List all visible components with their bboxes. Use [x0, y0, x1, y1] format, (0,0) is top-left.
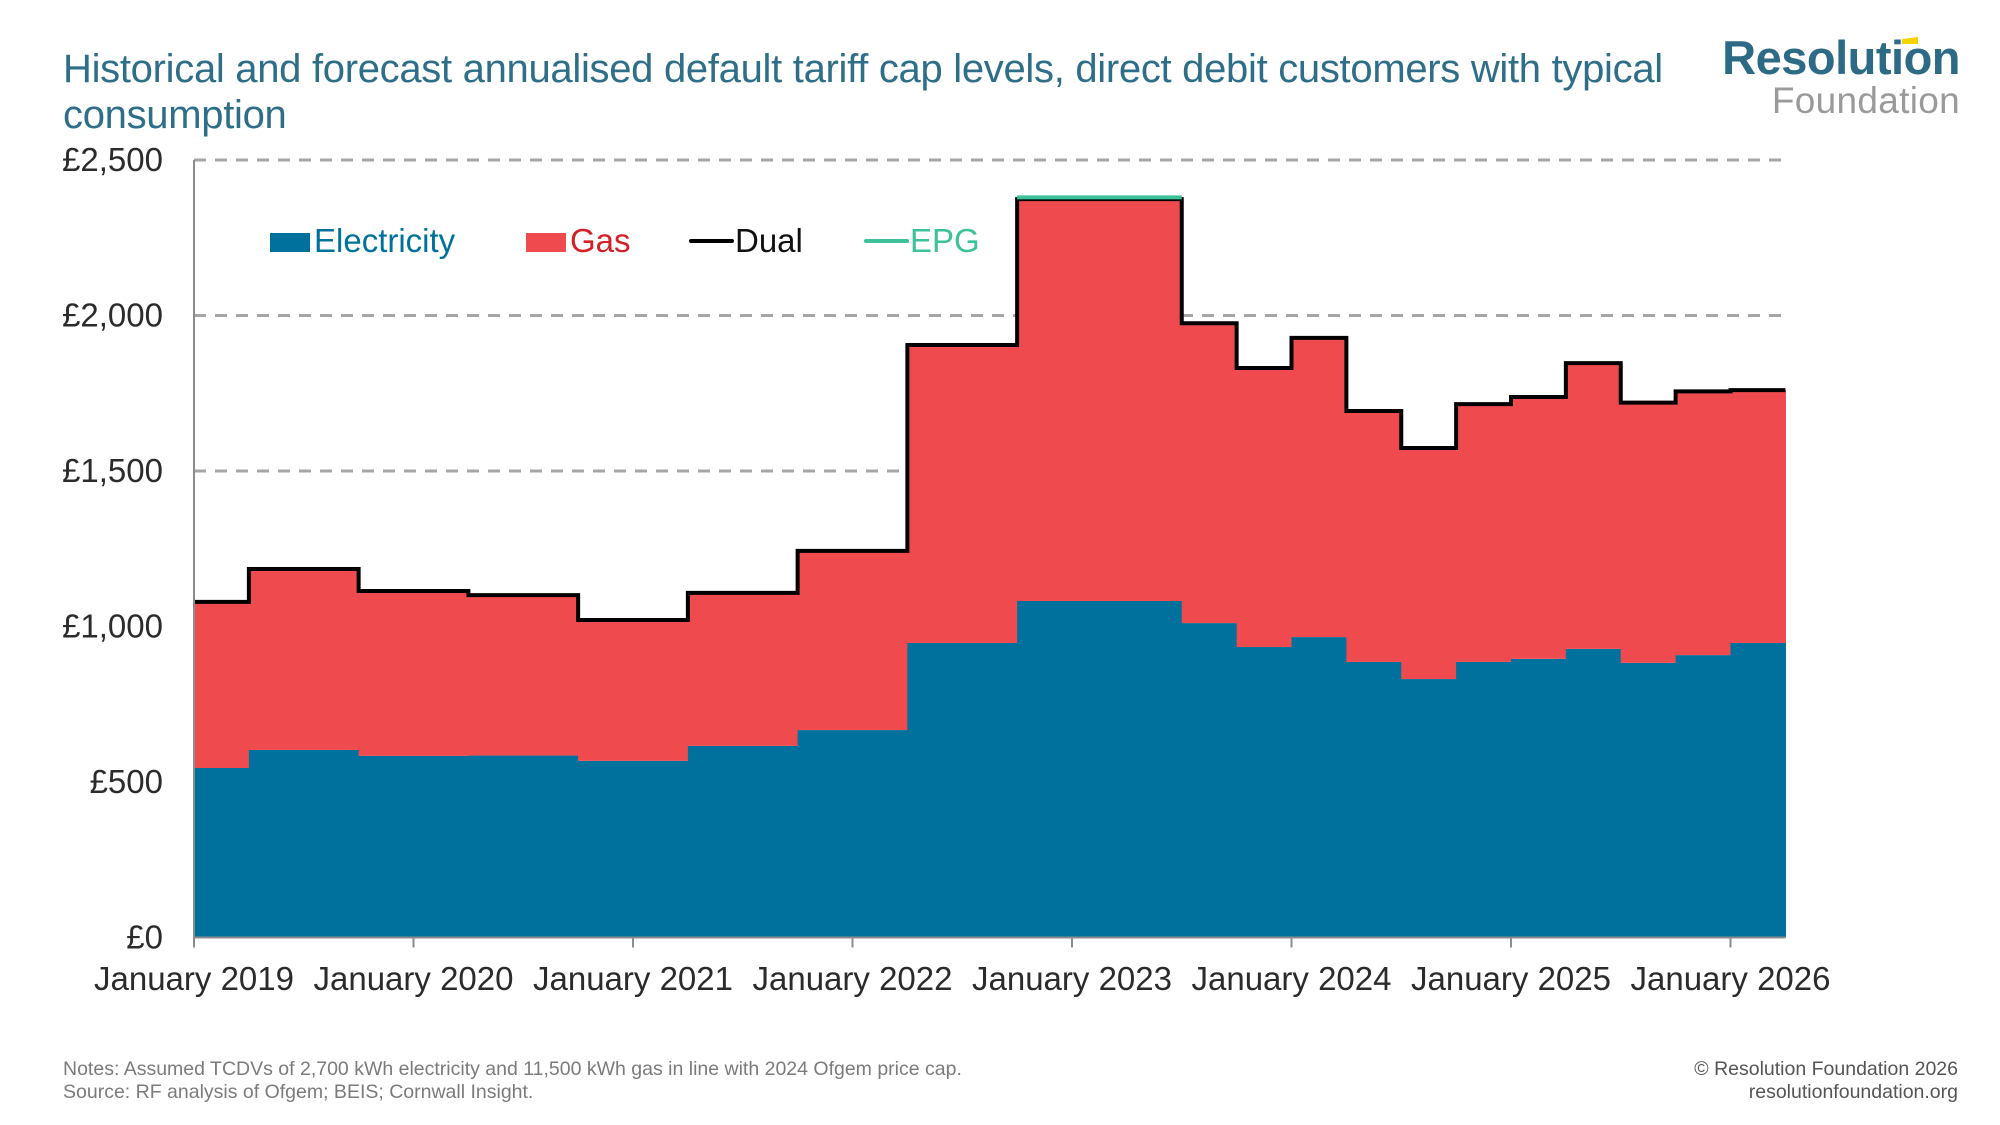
gas-area-segment	[358, 591, 469, 756]
gas-area-segment	[1291, 337, 1347, 638]
legend-item-dual: Dual	[689, 222, 803, 259]
gas-area-segment	[1017, 199, 1183, 601]
legend: Electricity Gas Dual EPG	[270, 222, 980, 259]
electricity-area-segment	[1401, 679, 1457, 938]
logo-wordmark-resolution: Resolution	[1722, 31, 1960, 84]
x-tick-label: January 2021	[533, 960, 733, 997]
x-tick-label: January 2020	[314, 960, 514, 997]
electricity-area-segment	[1181, 623, 1238, 938]
gas-area-segment	[1181, 323, 1238, 624]
gas-area-segment	[1730, 390, 1786, 643]
x-tick-label: January 2025	[1411, 960, 1611, 997]
legend-label: EPG	[910, 222, 980, 259]
y-tick-label: £500	[90, 763, 163, 800]
dual-line	[194, 197, 1786, 622]
electricity-area-segment	[687, 745, 799, 938]
gas-area-segment	[907, 345, 1018, 643]
gas-area-segment	[1401, 447, 1457, 680]
electricity-area-segment	[797, 730, 908, 938]
electricity-area-segment	[1511, 658, 1567, 938]
gas-area-segment	[1511, 396, 1567, 659]
legend-label: Gas	[570, 222, 631, 259]
gas-area-segment	[1346, 410, 1402, 662]
logo-line-1: Resolution	[1722, 34, 1960, 82]
footer-notes: Notes: Assumed TCDVs of 2,700 kWh electr…	[63, 1058, 962, 1104]
electricity-area-segment	[1017, 600, 1183, 938]
legend-swatch-electricity	[270, 233, 310, 252]
notes-text: Notes: Assumed TCDVs of 2,700 kWh electr…	[63, 1058, 962, 1080]
footer-credits: © Resolution Foundation 2026 resolutionf…	[1694, 1058, 1958, 1104]
electricity-area-segment	[358, 755, 469, 938]
x-tick-label: January 2019	[94, 960, 294, 997]
legend-item-epg: EPG	[864, 222, 980, 259]
axes	[193, 160, 1786, 939]
x-axis-ticks: January 2019 January 2020 January 2021 Janu…	[94, 937, 1831, 997]
electricity-area-segment	[1456, 661, 1512, 938]
gas-area-segment	[687, 592, 799, 746]
electricity-area-segment	[194, 768, 250, 938]
x-tick-label: January 2024	[1192, 960, 1392, 997]
electricity-area-segment	[1675, 655, 1732, 938]
gas-area-segment	[1456, 404, 1512, 662]
electricity-area-segment	[1291, 637, 1347, 938]
x-tick-label: January 2026	[1631, 960, 1831, 997]
electricity-area-segment	[907, 642, 1018, 938]
legend-label: Dual	[735, 222, 803, 259]
logo-accent-icon	[1902, 37, 1918, 44]
y-tick-label: £2,500	[62, 141, 163, 178]
website-link[interactable]: resolutionfoundation.org	[1748, 1081, 1958, 1103]
electricity-area-segment	[1730, 642, 1786, 938]
electricity-area-segment	[578, 760, 689, 938]
series-lines	[194, 195, 1786, 622]
gas-area-segment	[1675, 391, 1732, 656]
gas-area-segment	[797, 550, 908, 731]
gas-area-segment	[578, 619, 689, 761]
legend-item-electricity: Electricity	[270, 222, 456, 259]
electricity-area-segment	[1565, 648, 1622, 938]
stacked-areas	[194, 199, 1786, 938]
y-tick-label: £0	[126, 919, 163, 956]
gas-area-segment	[194, 601, 250, 769]
electricity-area-segment	[1236, 647, 1293, 938]
logo-wordmark-foundation: Foundation	[1771, 80, 1960, 121]
copyright-text: © Resolution Foundation 2026	[1694, 1058, 1958, 1080]
electricity-area-segment	[1346, 661, 1402, 938]
gas-area-segment	[468, 595, 579, 756]
legend-item-gas: Gas	[526, 222, 631, 259]
resolution-foundation-logo: Resolution Foundation	[1722, 34, 1960, 120]
y-tick-label: £1,500	[62, 452, 163, 489]
electricity-area-segment	[1620, 662, 1677, 938]
gas-area-segment	[1236, 368, 1293, 648]
y-tick-label: £2,000	[62, 297, 163, 334]
gas-area-segment	[1620, 402, 1677, 663]
y-axis-ticks: £0 £500 £1,000 £1,500 £2,000 £2,500	[62, 141, 163, 956]
legend-swatch-gas	[526, 233, 566, 252]
chart-title: Historical and forecast annualised defau…	[63, 47, 1663, 137]
gas-area-segment	[1565, 363, 1622, 649]
x-tick-label: January 2023	[972, 960, 1172, 997]
x-tick-label: January 2022	[753, 960, 953, 997]
y-tick-label: £1,000	[62, 608, 163, 645]
source-text: Source: RF analysis of Ofgem; BEIS; Corn…	[63, 1081, 534, 1103]
electricity-area-segment	[248, 749, 360, 938]
gas-area-segment	[248, 568, 360, 750]
electricity-area-segment	[468, 755, 579, 938]
legend-label: Electricity	[314, 222, 456, 259]
